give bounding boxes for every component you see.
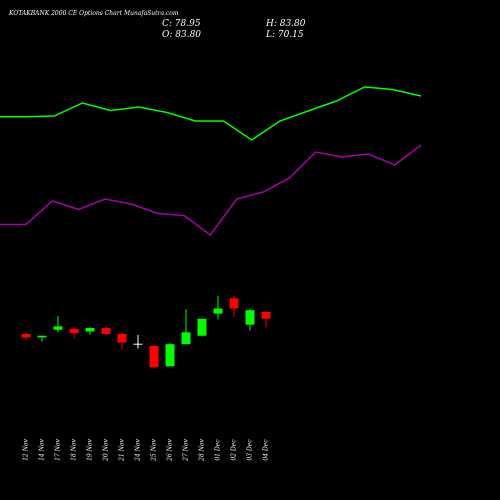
x-tick-label: 02 Dec: [231, 439, 238, 461]
upper-line: [0, 86, 422, 141]
candle-body: [53, 326, 63, 330]
x-tick-label: 03 Dec: [247, 439, 254, 461]
candle-body: [197, 318, 207, 336]
x-tick-label: 14 Nov: [39, 438, 46, 460]
ohlc-low: L: 70.15: [265, 30, 304, 40]
ohlc-high: H: 83.80: [265, 19, 306, 29]
ohlc-close: C: 78.95: [162, 19, 201, 29]
candles-group: [21, 295, 271, 368]
x-tick-label: 18 Nov: [71, 438, 78, 460]
chart-title: KOTAKBANK 2000 CE Options Chart MunafaSu…: [8, 10, 179, 17]
candle-body: [261, 311, 271, 319]
candle-body: [37, 335, 47, 338]
candle-body: [85, 328, 95, 332]
candle-body: [69, 328, 79, 334]
candle-body: [117, 334, 127, 343]
ohlc-open: O: 83.80: [162, 30, 201, 40]
candle-body: [149, 345, 159, 368]
candle-body: [229, 298, 239, 309]
candle-body: [101, 328, 111, 334]
x-tick-label: 26 Nov: [167, 438, 174, 461]
x-axis-ticks: 12 Nov 14 Nov 17 Nov 18 Nov 19 Nov 20 Nov 21 N…: [23, 438, 270, 461]
candle-body: [213, 308, 223, 314]
candle-body: [21, 334, 31, 338]
candle-body: [181, 332, 191, 345]
x-tick-label: 24 Nov: [135, 438, 142, 461]
candle-body: [165, 344, 175, 367]
x-tick-label: 25 Nov: [151, 438, 158, 461]
candle-body: [245, 310, 255, 325]
x-tick-label: 21 Nov: [119, 438, 126, 461]
x-tick-label: 01 Dec: [215, 439, 222, 461]
x-tick-label: 04 Dec: [263, 439, 270, 461]
x-tick-label: 17 Nov: [55, 438, 62, 460]
x-tick-label: 19 Nov: [87, 438, 94, 460]
indicator-lines: [0, 86, 422, 237]
x-tick-label: 28 Nov: [199, 438, 206, 461]
x-tick-label: 12 Nov: [23, 438, 30, 460]
x-tick-label: 20 Nov: [103, 438, 110, 461]
x-tick-label: 27 Nov: [183, 438, 190, 461]
lower-line: [0, 144, 422, 237]
